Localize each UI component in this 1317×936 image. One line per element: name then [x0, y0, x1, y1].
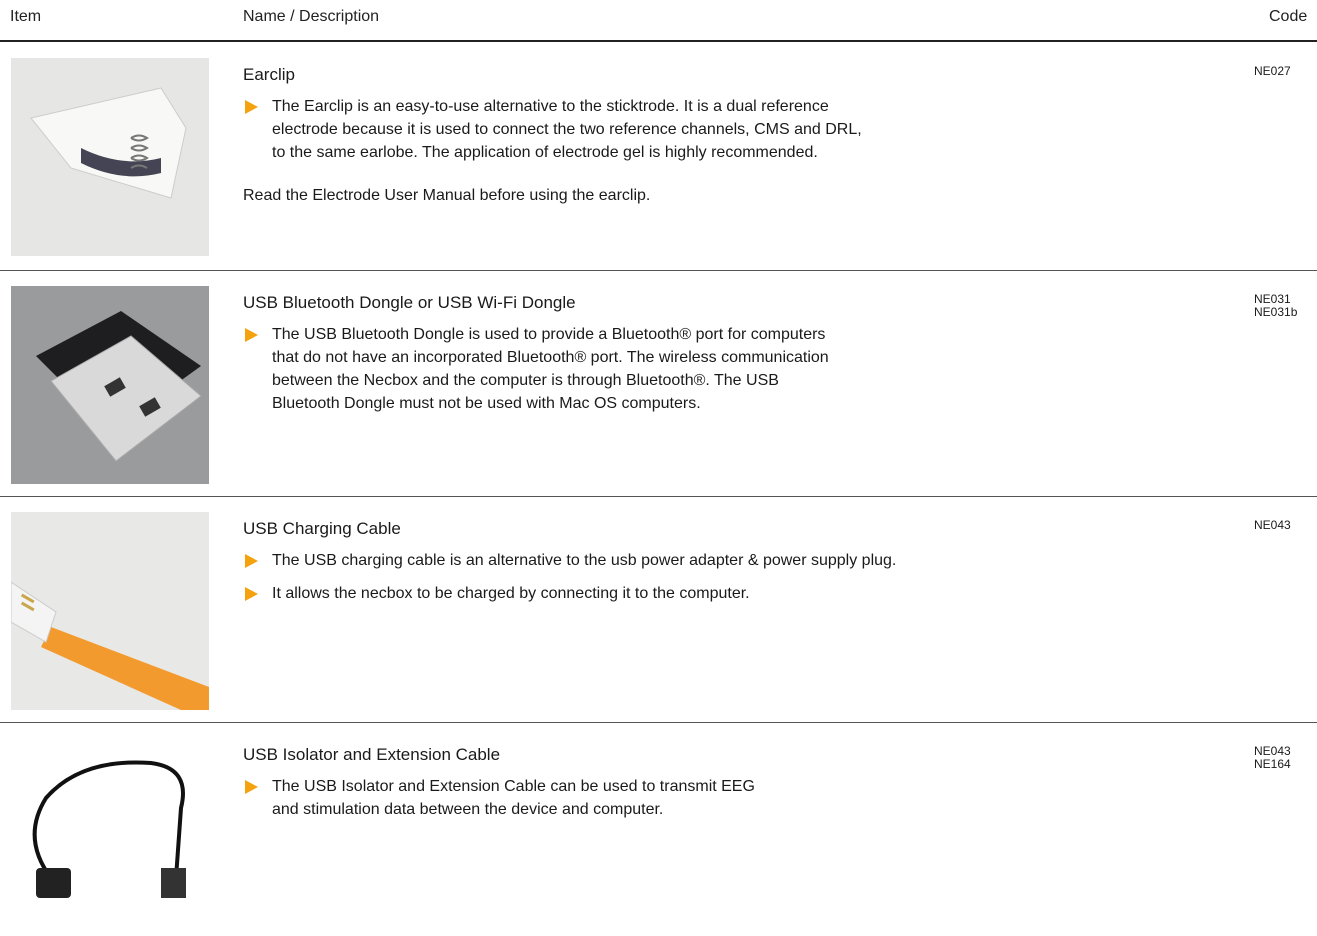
table-row: USB Charging Cable The USB charging cable… [0, 512, 1317, 710]
bullet-line: electrode because it is used to connect … [272, 118, 1243, 141]
table-row: USB Isolator and Extension Cable The USB … [0, 738, 1317, 936]
bullet: The USB charging cable is an alternative… [243, 549, 1243, 572]
description: USB Isolator and Extension Cable The USB … [243, 743, 1243, 831]
bullet-line: The USB charging cable is an alternative… [272, 549, 1243, 572]
bullet-line: The USB Bluetooth Dongle is used to prov… [272, 323, 1243, 346]
bullet-list: The USB Isolator and Extension Cable can… [243, 775, 1243, 821]
column-header: Item [10, 8, 41, 26]
column-header: Code [1269, 8, 1307, 26]
note: Read the Electrode User Manual before us… [243, 184, 1243, 207]
product-image [11, 286, 209, 484]
description: Earclip The Earclip is an easy-to-use alt… [243, 63, 1243, 207]
bullet-line: and stimulation data between the device … [272, 798, 1243, 821]
product-image [11, 58, 209, 256]
bullet-list: The USB Bluetooth Dongle is used to prov… [243, 323, 1243, 415]
bullet-list: The Earclip is an easy-to-use alternativ… [243, 95, 1243, 164]
bullet-line: between the Necbox and the computer is t… [272, 369, 1243, 392]
item-name: USB Isolator and Extension Cable [243, 743, 1243, 767]
table-row: Earclip The Earclip is an easy-to-use alt… [0, 58, 1317, 256]
description: USB Charging Cable The USB charging cable… [243, 517, 1243, 615]
bullet-line: It allows the necbox to be charged by co… [272, 582, 1243, 605]
bullet-line: Bluetooth Dongle must not be used with M… [272, 392, 1243, 415]
bullet: The USB Isolator and Extension Cable can… [243, 775, 1243, 821]
code-line: NE164 [1254, 758, 1302, 771]
item-code: NE027 [1254, 65, 1302, 78]
bullet: The Earclip is an easy-to-use alternativ… [243, 95, 1243, 164]
header-rule [0, 40, 1317, 42]
product-image [11, 738, 209, 936]
column-header: Name / Description [243, 8, 379, 26]
bullet-line: to the same earlobe. The application of … [272, 141, 1243, 164]
row-separator [0, 722, 1317, 723]
bullet: It allows the necbox to be charged by co… [243, 582, 1243, 605]
product-image [11, 512, 209, 710]
page: {"header": {"columns": ["Item", "Name / … [0, 0, 1317, 878]
description: USB Bluetooth Dongle or USB Wi-Fi Dongle… [243, 291, 1243, 425]
code-line: NE031b [1254, 306, 1302, 319]
row-separator [0, 496, 1317, 497]
code-line: NE027 [1254, 65, 1302, 78]
bullet-line: The Earclip is an easy-to-use alternativ… [272, 95, 1243, 118]
item-name: USB Charging Cable [243, 517, 1243, 541]
bullet-list: The USB charging cable is an alternative… [243, 549, 1243, 605]
bullet-line: The USB Isolator and Extension Cable can… [272, 775, 1243, 798]
table-row: USB Bluetooth Dongle or USB Wi-Fi Dongle… [0, 286, 1317, 484]
code-line: NE043 [1254, 519, 1302, 532]
item-name: Earclip [243, 63, 1243, 87]
item-name: USB Bluetooth Dongle or USB Wi-Fi Dongle [243, 291, 1243, 315]
bullet: The USB Bluetooth Dongle is used to prov… [243, 323, 1243, 415]
bullet-line: that do not have an incorporated Bluetoo… [272, 346, 1243, 369]
item-code: NE043 [1254, 519, 1302, 532]
row-separator [0, 270, 1317, 271]
